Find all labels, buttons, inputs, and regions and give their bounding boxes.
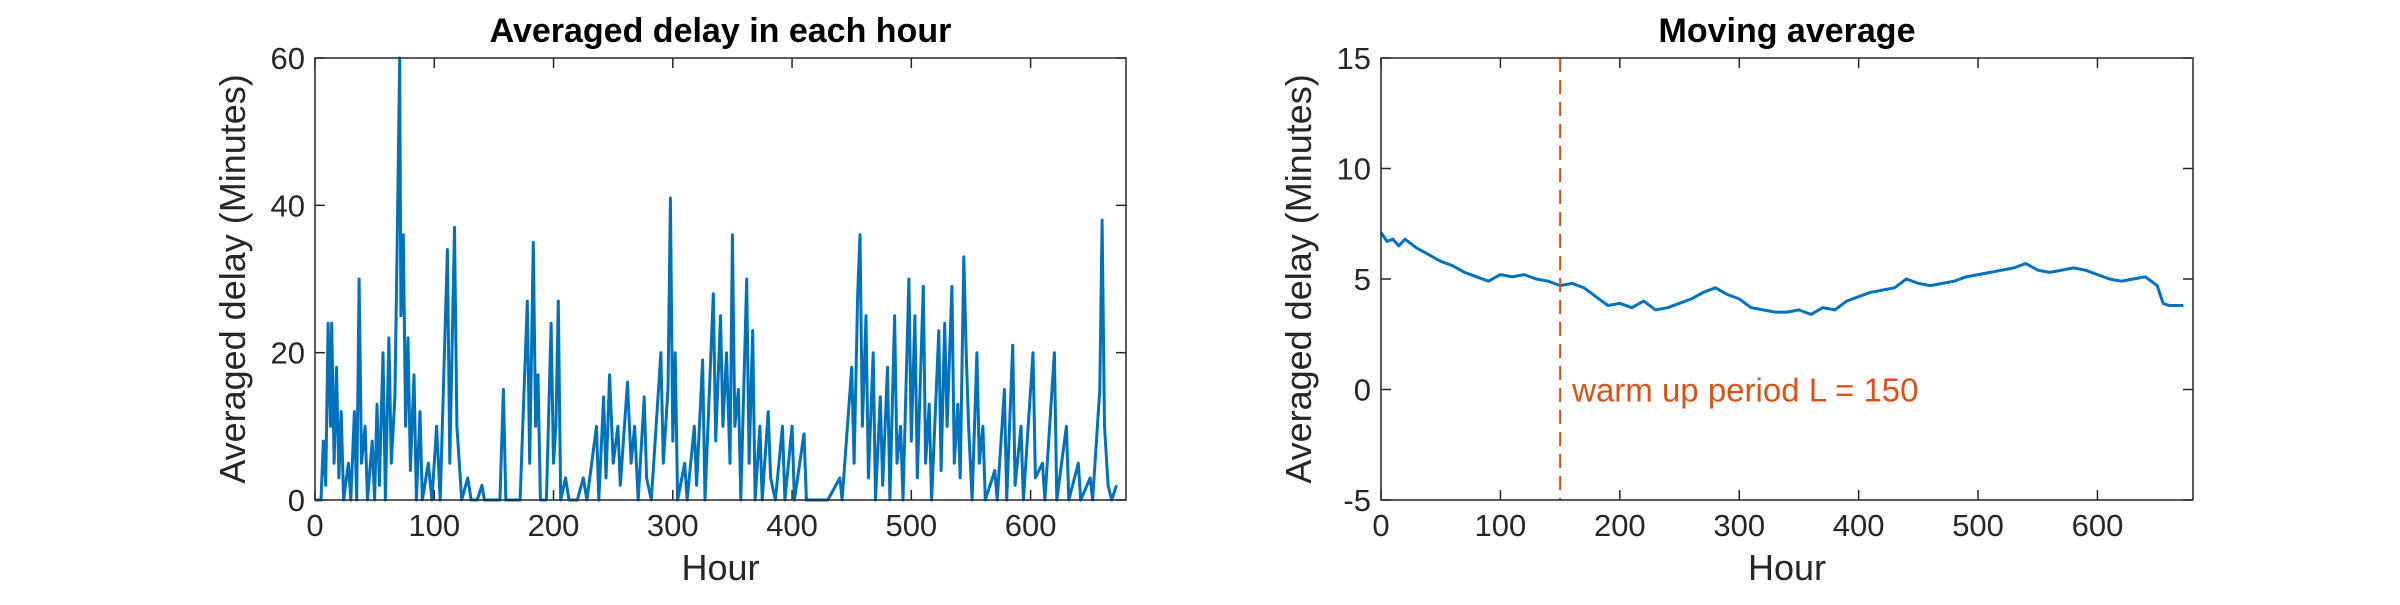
y-tick-label: -5 — [1343, 483, 1371, 518]
y-axis-label: Averaged delay (Minutes) — [212, 74, 253, 484]
y-tick-label: 5 — [1354, 262, 1371, 297]
x-tick-label: 600 — [2072, 508, 2124, 543]
axes-frame — [1380, 57, 2194, 501]
x-tick-label: 500 — [885, 508, 937, 543]
x-tick-label: 100 — [408, 508, 460, 543]
y-tick-label: 40 — [271, 188, 305, 223]
x-tick-label: 300 — [647, 508, 699, 543]
y-tick-label: 0 — [1354, 373, 1371, 408]
x-tick-label: 0 — [306, 508, 323, 543]
x-tick-label: 400 — [766, 508, 818, 543]
y-tick-label: 20 — [271, 336, 305, 371]
x-axis-label: Hour — [1748, 547, 1826, 588]
chart-title: Averaged delay in each hour — [490, 12, 952, 50]
y-tick-label: 10 — [1337, 152, 1371, 187]
axes-background — [1381, 58, 2193, 500]
x-tick-label: 200 — [528, 508, 580, 543]
data-line — [315, 56, 1118, 502]
data-line — [1379, 231, 2184, 316]
x-tick-label: 600 — [1005, 508, 1057, 543]
x-tick-label: 400 — [1833, 508, 1885, 543]
x-tick-label: 500 — [1952, 508, 2004, 543]
y-tick-label: 0 — [288, 483, 305, 518]
y-tick-label: 15 — [1337, 41, 1371, 76]
axes-frame — [314, 57, 1127, 501]
x-axis-label: Hour — [681, 547, 759, 588]
y-tick-label: 60 — [271, 41, 305, 76]
x-tick-label: 200 — [1594, 508, 1646, 543]
x-tick-label: 300 — [1713, 508, 1765, 543]
chart-title: Moving average — [1659, 12, 1916, 50]
y-axis-label: Averaged delay (Minutes) — [1278, 74, 1319, 484]
annotation: warm up period L = 150 — [1571, 372, 1918, 409]
x-tick-label: 100 — [1475, 508, 1527, 543]
x-tick-label: 0 — [1372, 508, 1389, 543]
